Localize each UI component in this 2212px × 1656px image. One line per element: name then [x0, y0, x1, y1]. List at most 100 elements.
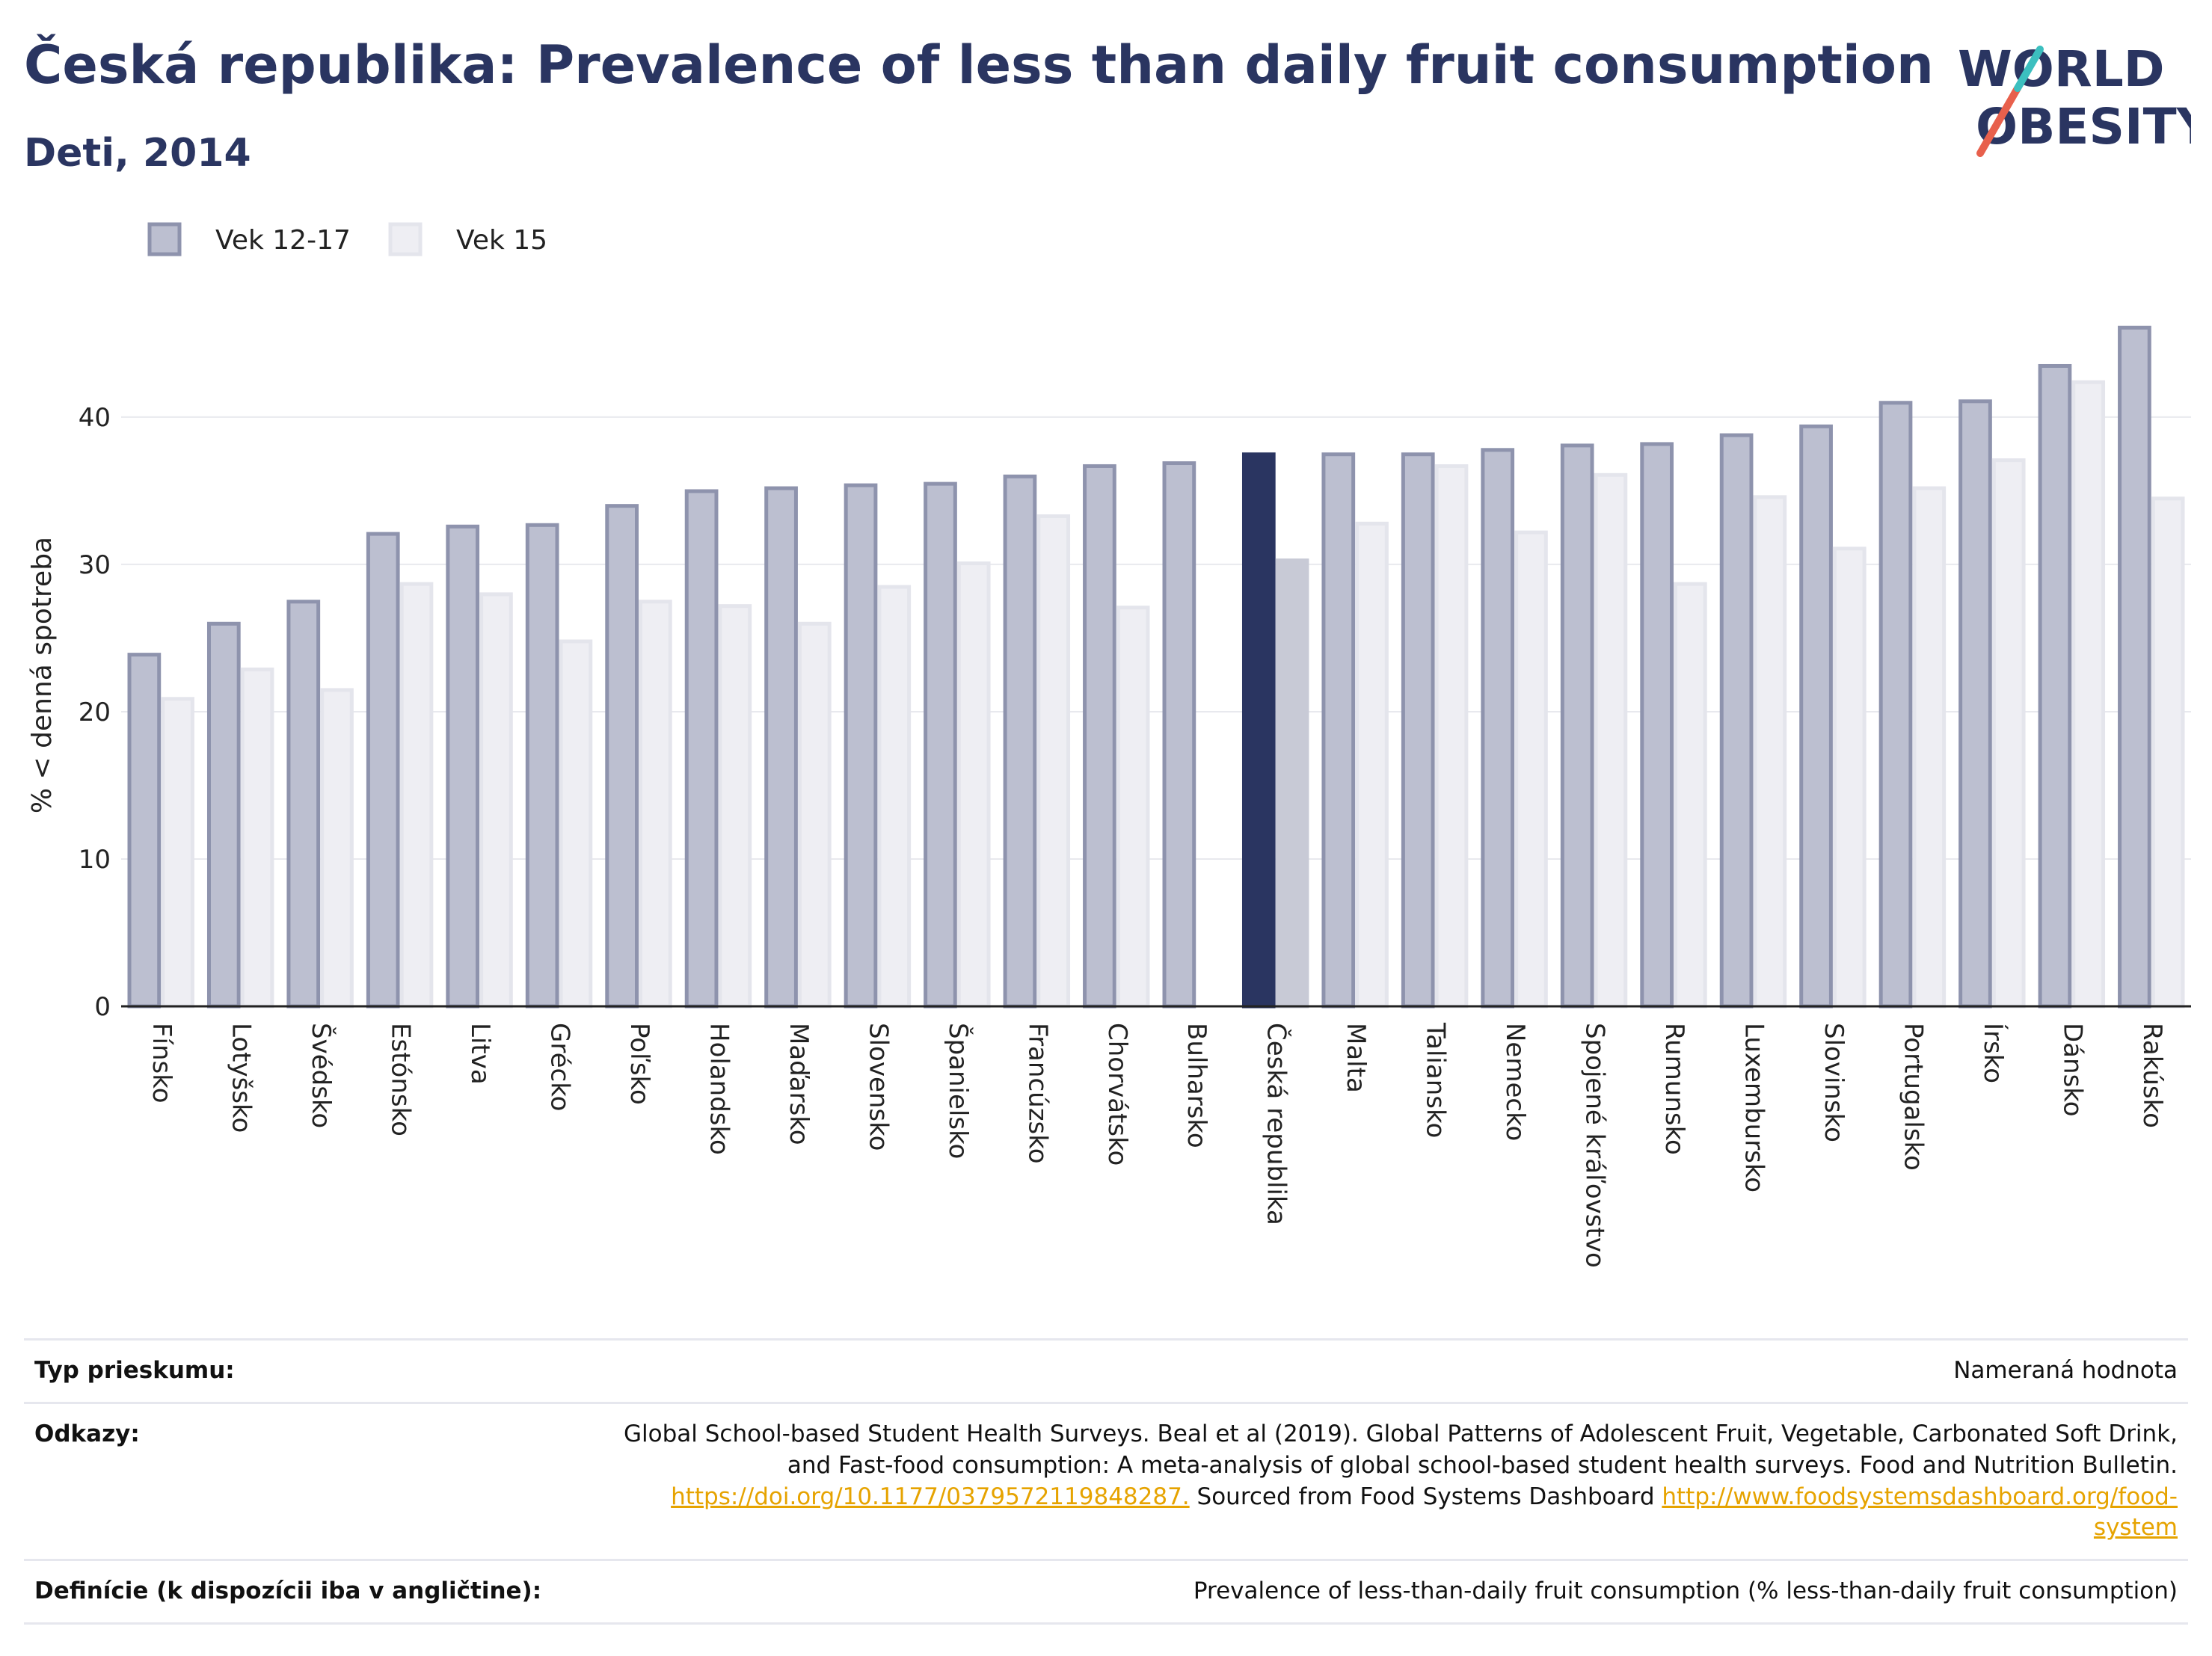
- x-tick-label: Litva: [465, 1023, 495, 1085]
- bar-vek-15: [1355, 521, 1389, 1009]
- x-tick-label: Švédsko: [306, 1023, 337, 1128]
- x-tick-label: Maďarsko: [784, 1023, 814, 1145]
- x-tick-label: Grécko: [545, 1023, 575, 1111]
- bar-vek-12-17: [1401, 452, 1435, 1009]
- bar-vek-12-17: [1083, 464, 1116, 1009]
- bar-vek-15: [2151, 496, 2185, 1009]
- y-tick-label: 0: [94, 992, 111, 1022]
- x-tick-label: Rakúsko: [2137, 1023, 2167, 1128]
- bar-vek-15: [877, 585, 912, 1009]
- metadata-row-references: Odkazy: Global School-based Student Heal…: [24, 1401, 2188, 1560]
- bar-vek-12-17: [684, 489, 719, 1009]
- references-line-2: and Fast-food consumption: A meta-analys…: [787, 1451, 2178, 1479]
- survey-type-value: Nameraná hodnota: [613, 1338, 2188, 1403]
- logo-slash-red: [1976, 84, 2021, 157]
- y-axis-title: % < denná spotreba: [27, 537, 58, 813]
- bar-vek-12-17: [206, 621, 241, 1009]
- bar-chart: Vek 12-17 Vek 15 0 10 20 30 40 % < denná spotr…: [27, 222, 2191, 1268]
- bar-vek-15: [320, 688, 354, 1009]
- bar-vek-12-17: [1321, 452, 1356, 1009]
- bars: [127, 325, 2185, 1009]
- dashboard-link[interactable]: http://www.foodsystemsdashboard.org/food…: [1662, 1483, 2178, 1510]
- x-tick-label: Taliansko: [1421, 1022, 1451, 1138]
- x-tick-label: Francúzsko: [1022, 1023, 1052, 1164]
- x-tick-label: Portugalsko: [1898, 1023, 1928, 1171]
- bar-vek-12-17: [525, 523, 559, 1009]
- x-tick-label: Nemecko: [1500, 1023, 1530, 1141]
- definitions-value: Prevalence of less-than-daily fruit cons…: [613, 1559, 2188, 1625]
- x-tick-label: Chorvátsko: [1102, 1023, 1132, 1166]
- legend-swatch: [388, 222, 423, 256]
- x-tick-label: Slovinsko: [1819, 1023, 1849, 1142]
- bar-vek-12-17: [127, 653, 162, 1009]
- x-tick-label: Poľsko: [624, 1023, 654, 1105]
- x-tick-label: Holandsko: [704, 1023, 734, 1155]
- bar-vek-12-17: [446, 524, 480, 1009]
- bar-vek-12-17: [366, 532, 400, 1009]
- legend-label: Vek 15: [456, 225, 547, 256]
- page-title: Česká republika: Prevalence of less than…: [24, 34, 1934, 96]
- x-tick-label: Česká republika: [1262, 1023, 1292, 1225]
- bar-vek-15: [639, 600, 672, 1009]
- x-tick-label: Dánsko: [2057, 1023, 2087, 1117]
- bar-vek-12-17: [1003, 474, 1037, 1009]
- dashboard-link-cont[interactable]: system: [2093, 1514, 2178, 1542]
- x-tick-label: Rumunsko: [1659, 1023, 1689, 1155]
- bar-vek-15: [1832, 547, 1867, 1009]
- x-tick-label: Spojené kráľovstvo: [1580, 1023, 1610, 1268]
- bar-vek-12-17: [844, 483, 878, 1009]
- bar-vek-12-17: [1560, 443, 1594, 1009]
- bar-vek-15: [559, 639, 593, 1009]
- y-tick-label: 30: [79, 550, 111, 580]
- x-tick-label: Luxembursko: [1739, 1023, 1769, 1192]
- x-tick-label: Španielsko: [943, 1023, 974, 1159]
- legend-swatch: [147, 222, 182, 256]
- bar-vek-12-17: [764, 486, 798, 1009]
- bar-vek-12-17: [2038, 363, 2072, 1009]
- doi-link[interactable]: https://doi.org/10.1177/0379572119848287…: [671, 1483, 1190, 1510]
- bar-vek-12-17: [605, 504, 639, 1009]
- page-subtitle: Deti, 2014: [24, 131, 251, 176]
- references-label: Odkazy:: [24, 1401, 613, 1560]
- bar-vek-12-17: [1719, 433, 1754, 1009]
- x-tick-label: Írsko: [1978, 1023, 2009, 1083]
- bar-vek-12-17: [924, 481, 957, 1009]
- bar-vek-15: [240, 667, 274, 1009]
- y-tick-label: 40: [79, 403, 111, 433]
- axes: 0 10 20 30 40 % < denná spotreba Fínsko Lotyšsk…: [27, 403, 2191, 1268]
- bar-vek-12-17: [1958, 399, 1992, 1009]
- world-obesity-logo: WORLD OBESITY: [1958, 40, 2191, 157]
- bar-vek-12-17: [1640, 442, 1674, 1009]
- references-sourced: Sourced from Food Systems Dashboard: [1189, 1483, 1662, 1510]
- bar-vek-15: [399, 582, 434, 1009]
- bar-vek-15: [718, 604, 752, 1009]
- metadata-row-survey: Typ prieskumu: Nameraná hodnota: [24, 1338, 2188, 1403]
- x-tick-label: Estónsko: [386, 1023, 416, 1136]
- bar-vek-15: [956, 561, 991, 1009]
- bar-vek-15: [797, 621, 832, 1009]
- metadata-table: Typ prieskumu: Nameraná hodnota Odkazy: …: [24, 1338, 2188, 1625]
- bar-vek-12-17: [1878, 401, 1913, 1009]
- definitions-label: Definície (k dispozícii iba v angličtine…: [24, 1559, 613, 1625]
- x-tick-label: Malta: [1341, 1023, 1371, 1093]
- bar-vek-15: [1674, 582, 1707, 1009]
- logo-text-obesity: OBESITY: [1976, 98, 2191, 156]
- bar-vek-12-17: [2118, 325, 2151, 1009]
- x-tick-label: Lotyšsko: [227, 1023, 256, 1133]
- logo-slash-teal: [2014, 46, 2044, 92]
- bar-vek-12-17: [1481, 448, 1515, 1009]
- bar-vek-15: [1036, 514, 1071, 1009]
- bar-vek-12-17: [1241, 452, 1276, 1009]
- y-tick-label: 20: [79, 698, 111, 727]
- bar-vek-12-17: [286, 600, 321, 1009]
- bar-vek-15: [1912, 486, 1947, 1009]
- bar-vek-15: [479, 592, 513, 1009]
- x-tick-label: Slovensko: [863, 1023, 893, 1151]
- legend: Vek 12-17 Vek 15: [147, 222, 547, 256]
- bar-vek-15: [1514, 530, 1548, 1009]
- bar-vek-12-17: [1799, 424, 1833, 1009]
- bar-vek-15: [1594, 473, 1628, 1009]
- bar-vek-15: [1991, 458, 2026, 1009]
- x-tick-label: Fínsko: [147, 1023, 176, 1104]
- y-tick-label: 10: [79, 845, 111, 875]
